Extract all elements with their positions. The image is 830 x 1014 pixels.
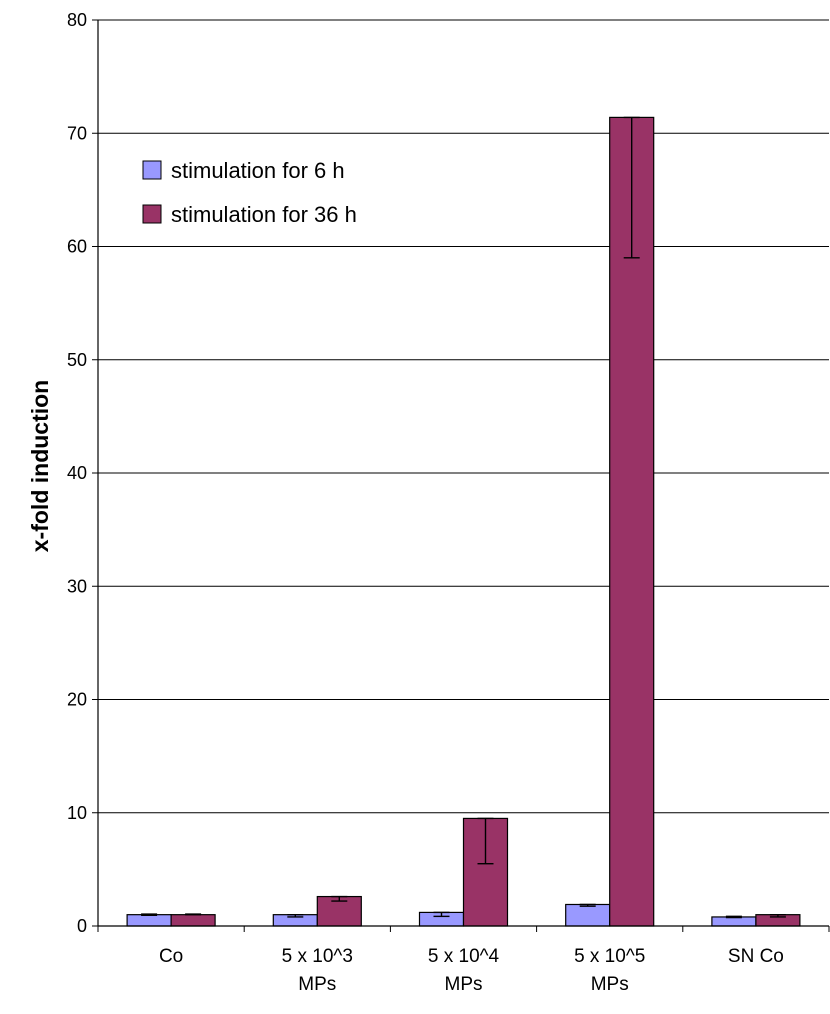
x-category-label: 5 x 10^5 bbox=[574, 946, 645, 967]
grid-lines bbox=[98, 19, 829, 814]
x-category-label: MPs bbox=[591, 974, 629, 995]
y-tick-label: 0 bbox=[77, 916, 87, 936]
error-bars bbox=[141, 116, 786, 919]
x-category-label: MPs bbox=[298, 974, 336, 995]
y-tick-label: 30 bbox=[67, 576, 87, 596]
x-category-label: MPs bbox=[445, 974, 483, 995]
bar-36h bbox=[170, 914, 216, 927]
x-category-label: 5 x 10^3 bbox=[282, 946, 353, 967]
bar-6h bbox=[126, 914, 172, 927]
bar-6h bbox=[565, 903, 611, 927]
y-tick-label: 50 bbox=[67, 350, 87, 370]
bar-6h bbox=[711, 916, 757, 927]
legend-swatch bbox=[142, 160, 162, 180]
x-category-label: 5 x 10^4 bbox=[428, 946, 500, 967]
y-tick-label: 60 bbox=[67, 237, 87, 257]
axes bbox=[92, 19, 830, 932]
y-tick-label: 20 bbox=[67, 690, 87, 710]
legend-label: stimulation for 6 h bbox=[171, 158, 345, 183]
y-axis-label: x-fold induction bbox=[27, 380, 53, 552]
axis-labels: 0 10 20 30 40 50 60 70 80 Co 5 x 10^3 MPs 5 x 10^4 MP… bbox=[67, 10, 784, 995]
x-category-label: SN Co bbox=[728, 946, 784, 967]
y-tick-label: 70 bbox=[67, 123, 87, 143]
bar-36h bbox=[316, 895, 362, 927]
x-category-label: Co bbox=[159, 946, 183, 967]
y-tick-label: 40 bbox=[67, 463, 87, 483]
y-tick-label: 80 bbox=[67, 10, 87, 30]
legend-swatch bbox=[142, 204, 162, 224]
y-tick-label: 10 bbox=[67, 803, 87, 823]
legend-box bbox=[136, 148, 420, 240]
legend-label: stimulation for 36 h bbox=[171, 202, 357, 227]
legend: stimulation for 6 h stimulation for 36 h bbox=[136, 148, 420, 240]
